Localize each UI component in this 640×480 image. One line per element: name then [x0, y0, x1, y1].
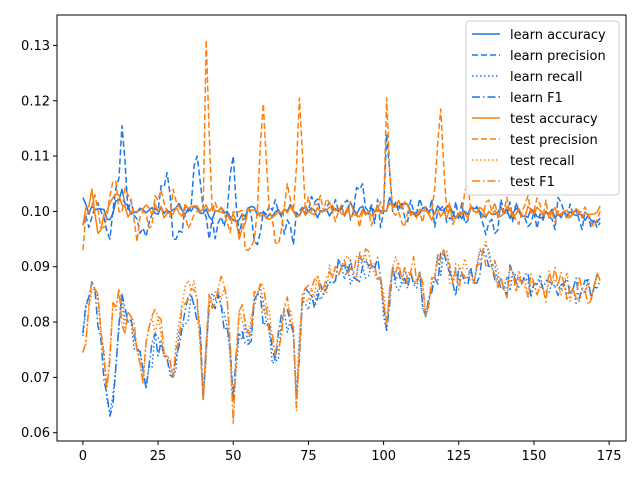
y-tick-label: 0.10: [21, 205, 50, 220]
legend-box: [465, 20, 620, 196]
legend-label: learn precision: [510, 49, 606, 64]
x-tick-label: 50: [225, 449, 242, 464]
series-layer: [82, 39, 601, 426]
y-tick-label: 0.08: [21, 316, 50, 331]
y-tick-label: 0.07: [21, 371, 50, 386]
series-line-test-recall: [82, 240, 601, 426]
x-tick-label: 75: [300, 449, 317, 464]
legend-label: test F1: [510, 175, 555, 190]
series-line-test-f1: [82, 248, 601, 423]
legend-label: learn recall: [510, 70, 582, 85]
y-tick-label: 0.06: [21, 426, 50, 441]
legend-label: learn F1: [510, 91, 563, 106]
legend-label: test recall: [510, 154, 575, 169]
legend-label: learn accuracy: [510, 28, 606, 43]
x-tick-label: 0: [79, 449, 87, 464]
y-tick-label: 0.09: [21, 260, 50, 275]
y-tick-label: 0.13: [21, 39, 50, 54]
x-tick-label: 25: [150, 449, 167, 464]
legend-label: test precision: [510, 133, 598, 148]
x-tick-label: 125: [446, 449, 471, 464]
y-tick-label: 0.12: [21, 94, 50, 109]
legend: learn accuracy learn precision learn recal…: [465, 20, 620, 196]
series-line-test-precision: [82, 39, 601, 251]
x-tick-label: 100: [371, 449, 396, 464]
plot-area-frame: [56, 14, 627, 442]
x-tick-label: 150: [522, 449, 547, 464]
legend-label: test accuracy: [510, 112, 598, 127]
y-axis: 0.06 0.07 0.08 0.09 0.10 0.11 0.12 0.13: [21, 39, 57, 441]
x-axis: 0 25 50 75 100 125 150 175: [79, 441, 622, 464]
x-tick-label: 175: [597, 449, 622, 464]
y-tick-label: 0.11: [21, 150, 50, 165]
